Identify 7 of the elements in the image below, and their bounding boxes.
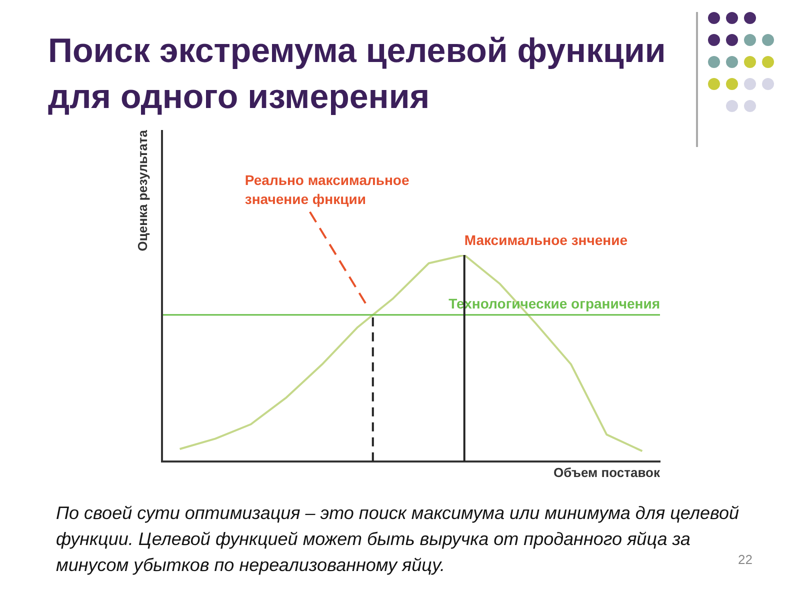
text: Максимальное знчение (464, 232, 628, 248)
x-axis-title: Объем поставок (554, 464, 660, 480)
chart-title: Поиск экстремума целевой функции для одного измерения (48, 31, 667, 118)
text: 22 (738, 552, 752, 567)
y-axis-title: Оценка результата (135, 129, 150, 252)
text: По своей сути оптимизация – это поиск максимума или минимума для целевой функции. Целевой функцией может быть выручка от проданного яйца за минусом убытков по нереализованному яйцу. (56, 503, 740, 575)
text: Реально максимальное значение фнкции (244, 172, 410, 207)
